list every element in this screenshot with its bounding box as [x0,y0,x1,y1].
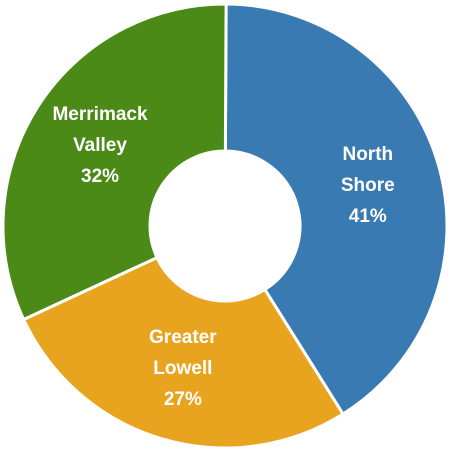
label-box: Greater Lowell 27% [113,322,253,415]
slice-label: Merrimack Valley 32% [30,99,170,192]
label-box: Merrimack Valley 32% [30,99,170,192]
slice [21,255,346,450]
category-name: Merrimack Valley [52,104,148,157]
value-label: 27% [163,388,202,410]
slice [223,2,449,417]
value-label: 32% [81,166,120,188]
category-name: Greater Lowell [149,326,217,379]
label-box: North Shore 41% [298,139,438,232]
slice-label: North Shore 41% [298,139,438,232]
slice-label: Greater Lowell 27% [113,322,253,415]
category-name: North Shore [340,143,395,196]
slice [1,2,228,322]
value-label: 41% [348,205,387,227]
